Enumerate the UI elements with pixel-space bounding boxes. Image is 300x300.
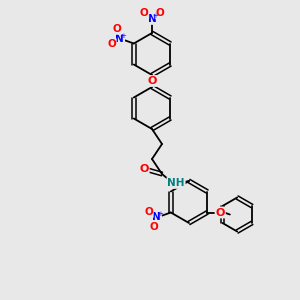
- Text: +: +: [152, 13, 158, 19]
- Text: N: N: [152, 212, 161, 223]
- Text: O: O: [112, 24, 121, 34]
- Text: O: O: [139, 164, 149, 174]
- Text: O: O: [144, 207, 153, 217]
- Text: O: O: [140, 8, 148, 18]
- Text: +: +: [120, 32, 126, 38]
- Text: N: N: [148, 14, 156, 24]
- Text: +: +: [157, 212, 163, 218]
- Text: O: O: [107, 39, 116, 49]
- Text: NH: NH: [167, 178, 185, 188]
- Text: N: N: [116, 34, 124, 44]
- Text: O: O: [147, 76, 157, 86]
- Text: O: O: [156, 8, 164, 18]
- Text: O: O: [215, 208, 225, 218]
- Text: O: O: [149, 222, 158, 232]
